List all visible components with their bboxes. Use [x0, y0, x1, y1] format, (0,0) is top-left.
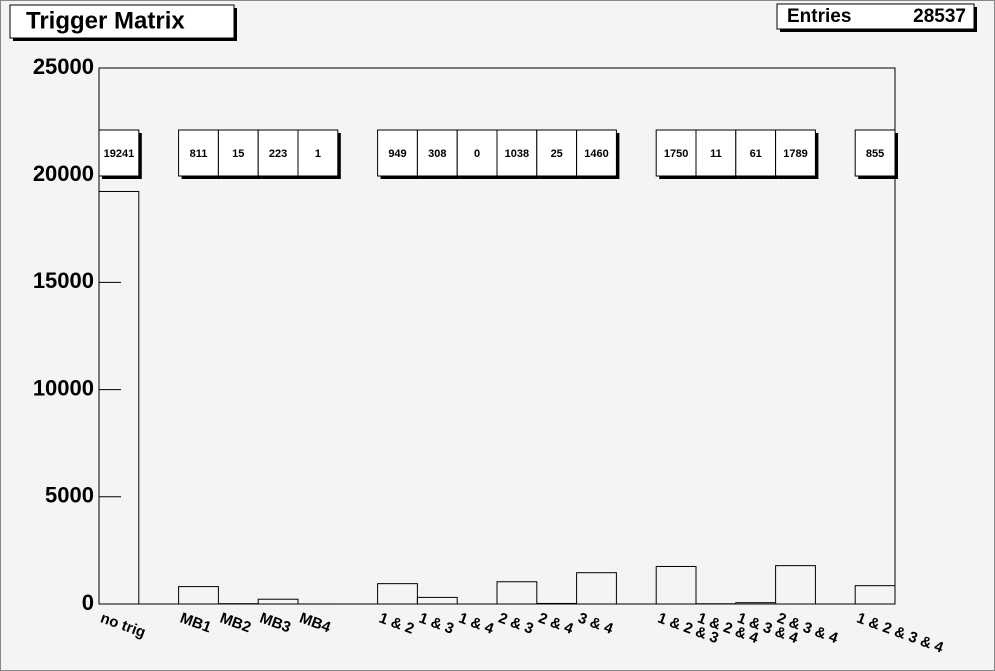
- y-tick-label: 20000: [33, 161, 94, 186]
- value-label-box: [496, 129, 538, 177]
- title-box: [9, 4, 235, 39]
- y-tick-label: 25000: [33, 54, 94, 79]
- value-label-box: [377, 129, 418, 177]
- value-label: 308: [428, 148, 446, 160]
- value-label: 811: [190, 148, 208, 160]
- value-label-box: [257, 129, 299, 177]
- bar: [257, 598, 299, 605]
- bar: [536, 602, 578, 605]
- bar: [178, 586, 219, 605]
- value-label-box: [217, 129, 259, 177]
- value-label: 11: [710, 148, 722, 160]
- value-label: 855: [866, 148, 884, 160]
- bar: [496, 581, 538, 605]
- y-tick-label: 10000: [33, 375, 94, 400]
- bar: [416, 596, 458, 605]
- value-label-box: [735, 129, 777, 177]
- value-label: 25: [551, 148, 563, 160]
- value-label: 223: [269, 148, 287, 160]
- value-label: 19241: [104, 148, 135, 160]
- value-label: 15: [232, 148, 244, 160]
- value-label-box: [416, 129, 458, 177]
- value-label: 61: [750, 148, 762, 160]
- value-label-box: [775, 129, 816, 177]
- value-label: 949: [388, 148, 406, 160]
- bar: [576, 572, 617, 605]
- value-label-box: [576, 129, 617, 177]
- value-label: 1: [315, 148, 321, 160]
- bar: [854, 585, 896, 605]
- value-label-box: [854, 129, 896, 177]
- stats-value: 28537: [913, 6, 966, 27]
- value-label: 1038: [505, 148, 529, 160]
- value-label: 1789: [783, 148, 807, 160]
- y-tick-label: 0: [82, 590, 94, 615]
- bar: [98, 190, 140, 605]
- bar: [377, 583, 418, 605]
- value-label-box: [297, 129, 339, 177]
- stats-label: Entries: [787, 6, 851, 27]
- y-tick-label: 15000: [33, 268, 94, 293]
- value-label: 1750: [664, 148, 688, 160]
- stats-box: [776, 3, 975, 30]
- value-label-box: [98, 129, 140, 177]
- value-label-box: [695, 129, 737, 177]
- bar: [655, 565, 697, 605]
- value-label-box: [536, 129, 578, 177]
- value-label: 0: [474, 148, 480, 160]
- value-label: 1460: [584, 148, 608, 160]
- bar: [775, 565, 816, 605]
- value-label-box: [178, 129, 219, 177]
- value-label-box: [456, 129, 498, 177]
- y-tick-label: 5000: [45, 483, 94, 508]
- chart-title: Trigger Matrix: [26, 7, 185, 34]
